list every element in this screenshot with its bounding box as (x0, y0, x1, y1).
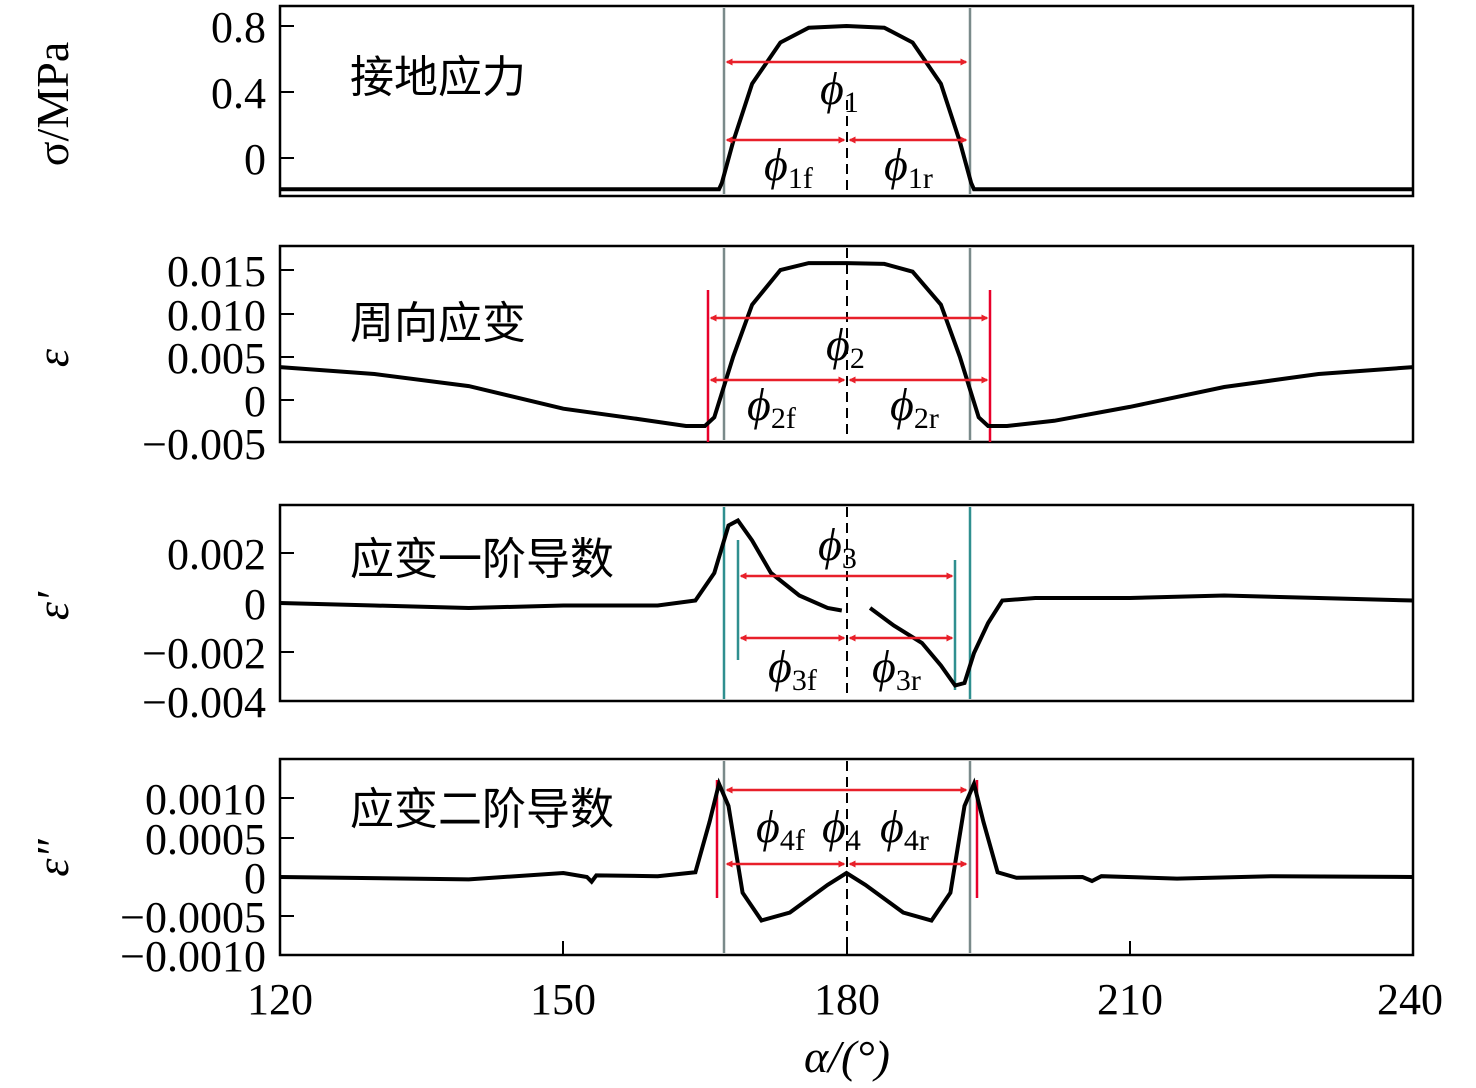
y-tick-label: 0.0010 (145, 775, 266, 824)
plot-frame (278, 244, 1415, 444)
y-tick-label: −0.0010 (120, 932, 266, 981)
y-tick-label: −0.004 (142, 678, 266, 727)
span-label: ϕ2f (747, 379, 796, 435)
y-tick-label: 0.010 (167, 291, 266, 340)
y-axis-label: ε″ (27, 839, 78, 877)
y-tick-label: 0 (244, 580, 266, 629)
x-axis: 120 150 180 210 240 α/(°) (247, 941, 1443, 1082)
y-axis-label: σ/MPa (27, 42, 78, 166)
span-label: ϕ1f (764, 139, 813, 195)
x-tick-label: 240 (1377, 975, 1443, 1024)
y-tick-label: −0.005 (142, 420, 266, 469)
span-label: ϕ4r (880, 801, 929, 857)
series-line (279, 517, 1414, 688)
x-tick-label: 210 (1097, 975, 1163, 1024)
y-ticks: 0.015 0.010 0.005 0 −0.005 (142, 247, 294, 469)
span-label: ϕ3 (818, 519, 857, 575)
panel-second-derivative: 0.0010 0.0005 0 −0.0005 −0.0010 ε″ 应变二阶导… (27, 757, 1415, 981)
x-ticks (279, 941, 1414, 955)
x-tick-label: 180 (814, 975, 880, 1024)
x-tick-label: 120 (247, 975, 313, 1024)
panel-annotation: 应变二阶导数 (350, 784, 614, 835)
y-tick-label: 0.005 (167, 334, 266, 383)
x-axis-label: α/(°) (804, 1031, 890, 1082)
y-tick-label: 0 (244, 377, 266, 426)
y-tick-label: −0.002 (142, 629, 266, 678)
span-label: ϕ2r (890, 379, 939, 435)
panel-annotation: 周向应变 (350, 298, 526, 349)
y-tick-label: 0.015 (167, 247, 266, 296)
span-label: ϕ4 (822, 801, 861, 857)
series-line (279, 261, 1414, 428)
panel-annotation: 应变一阶导数 (350, 534, 614, 585)
y-tick-label: 0 (244, 135, 266, 184)
y-tick-label: −0.0005 (120, 893, 266, 942)
y-tick-label: 0.8 (211, 3, 266, 52)
span-label: ϕ2 (826, 319, 865, 375)
span-label: ϕ3f (768, 641, 817, 697)
series-line (280, 23, 1413, 192)
y-axis-label: ε (27, 348, 78, 367)
span-label: ϕ3r (872, 641, 921, 697)
span-label: ϕ4f (756, 801, 805, 857)
y-tick-label: 0.002 (167, 530, 266, 579)
y-axis-label: ε′ (27, 591, 78, 620)
y-tick-label: 0.4 (211, 69, 266, 118)
span-label: ϕ1 (820, 63, 859, 119)
plot-frame (278, 4, 1415, 198)
y-ticks: 0.002 0 −0.002 −0.004 (142, 530, 294, 727)
panel-stress: 0.8 0.4 0 σ/MPa 接地应力 ϕ1 ϕ1f ϕ1r (27, 3, 1415, 198)
span-label: ϕ1r (884, 139, 933, 195)
y-tick-label: 0 (244, 854, 266, 903)
series-line (279, 777, 1414, 923)
panel-strain: 0.015 0.010 0.005 0 −0.005 ε 周向应变 ϕ2 ϕ2f… (27, 244, 1415, 469)
panel-first-derivative: 0.002 0 −0.002 −0.004 ε′ 应变一阶导数 ϕ3 ϕ3f ϕ… (27, 503, 1415, 727)
y-ticks: 0.0010 0.0005 0 −0.0005 −0.0010 (120, 775, 294, 981)
y-ticks: 0.8 0.4 0 (211, 3, 294, 184)
y-tick-label: 0.0005 (145, 815, 266, 864)
x-tick-label: 150 (530, 975, 596, 1024)
panel-annotation: 接地应力 (350, 52, 526, 103)
